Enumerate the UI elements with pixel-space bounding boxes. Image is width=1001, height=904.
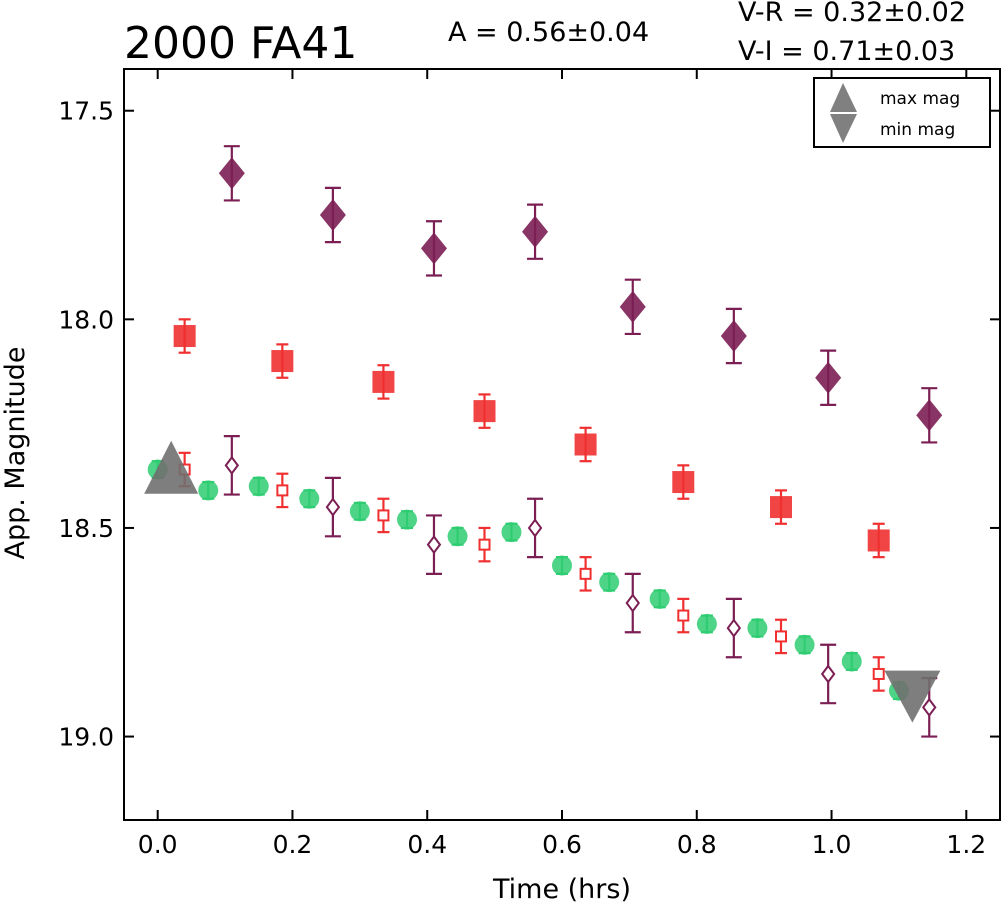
data-point-diamond [916, 399, 943, 432]
series-1-square-filled [173, 318, 890, 559]
data-point-diamond [420, 232, 447, 265]
x-tick-label: 1.0 [812, 830, 852, 859]
data-point-diamond [319, 199, 346, 232]
axes: 0.0 0.2 0.4 0.6 0.8 1.0 1.2 17.5 18.0 18.5 19.0 [58, 69, 1000, 859]
data-point-diamond [815, 361, 842, 394]
data-point-diamond [522, 215, 549, 248]
data-point-circle [747, 618, 768, 639]
data-point-open-diamond [726, 618, 742, 638]
plot-marks [147, 145, 943, 738]
y-tick-label: 17.5 [58, 97, 114, 126]
amplitude-label: A = 0.56±0.04 [448, 17, 649, 48]
data-point-square [867, 529, 890, 552]
color-index-vr: V-R = 0.32±0.02 [738, 0, 966, 28]
legend-label-min-mag: min mag [880, 120, 955, 140]
extrema-markers [144, 440, 941, 723]
x-tick-label: 0.4 [407, 830, 447, 859]
data-point-square [770, 496, 792, 519]
series-4-diamond-open [223, 435, 938, 738]
data-point-open-diamond [625, 593, 641, 613]
y-tick-label: 18.5 [58, 514, 114, 543]
data-point-circle [501, 522, 522, 543]
series-3-square-open [178, 451, 885, 692]
data-point-open-square [579, 567, 592, 580]
data-point-open-diamond [224, 455, 240, 476]
data-point-circle [248, 476, 269, 497]
data-point-open-square [872, 667, 885, 680]
plot-frame [123, 68, 1001, 821]
data-point-open-diamond [527, 518, 543, 538]
data-point-open-diamond [325, 497, 341, 517]
data-point-diamond [720, 320, 747, 353]
data-point-diamond [218, 157, 245, 190]
max-mag-marker [144, 440, 199, 494]
y-tick-label: 19.0 [58, 723, 114, 752]
data-point-circle [841, 651, 862, 672]
legend-label-max-mag: max mag [880, 89, 960, 109]
data-point-circle [552, 555, 572, 576]
y-axis-label: App. Magnitude [0, 347, 31, 560]
x-axis-label: Time (hrs) [492, 874, 631, 904]
series-2-diamond-filled [218, 145, 943, 444]
color-index-vi: V-I = 0.71±0.03 [738, 36, 955, 67]
data-point-circle [397, 509, 418, 530]
data-point-circle [299, 488, 320, 509]
data-point-circle [599, 572, 620, 593]
max-mag-legend-icon [830, 83, 857, 112]
data-point-open-square [677, 609, 690, 622]
chart-title: 2000 FA41 [124, 18, 357, 69]
x-tick-label: 0.0 [138, 830, 178, 859]
data-point-diamond [619, 290, 646, 323]
data-point-circle [447, 526, 468, 547]
data-point-circle [696, 613, 717, 634]
data-point-square [672, 471, 695, 494]
data-point-open-square [775, 630, 787, 643]
data-point-square [372, 370, 395, 393]
data-point-circle [198, 480, 219, 501]
data-point-open-diamond [820, 664, 836, 684]
data-point-square [574, 433, 597, 456]
data-point-open-diamond [921, 697, 937, 718]
data-point-square [271, 350, 294, 373]
data-point-circle [349, 501, 370, 522]
data-point-open-square [276, 484, 289, 497]
data-point-square [473, 400, 496, 423]
min-mag-marker [884, 670, 941, 723]
series-0-circle-filled [147, 459, 909, 701]
data-point-open-diamond [426, 534, 442, 555]
x-tick-label: 0.6 [542, 830, 582, 859]
x-tick-label: 1.2 [946, 830, 986, 859]
legend: max mag min mag [813, 77, 991, 148]
data-point-open-square [478, 538, 491, 551]
data-point-open-square [377, 509, 390, 522]
x-tick-label: 0.8 [677, 830, 717, 859]
data-point-square [173, 325, 196, 348]
data-point-circle [794, 634, 815, 655]
data-point-circle [649, 588, 670, 609]
x-tick-label: 0.2 [273, 830, 313, 859]
y-tick-label: 18.0 [58, 305, 114, 334]
min-mag-legend-icon [830, 114, 857, 143]
